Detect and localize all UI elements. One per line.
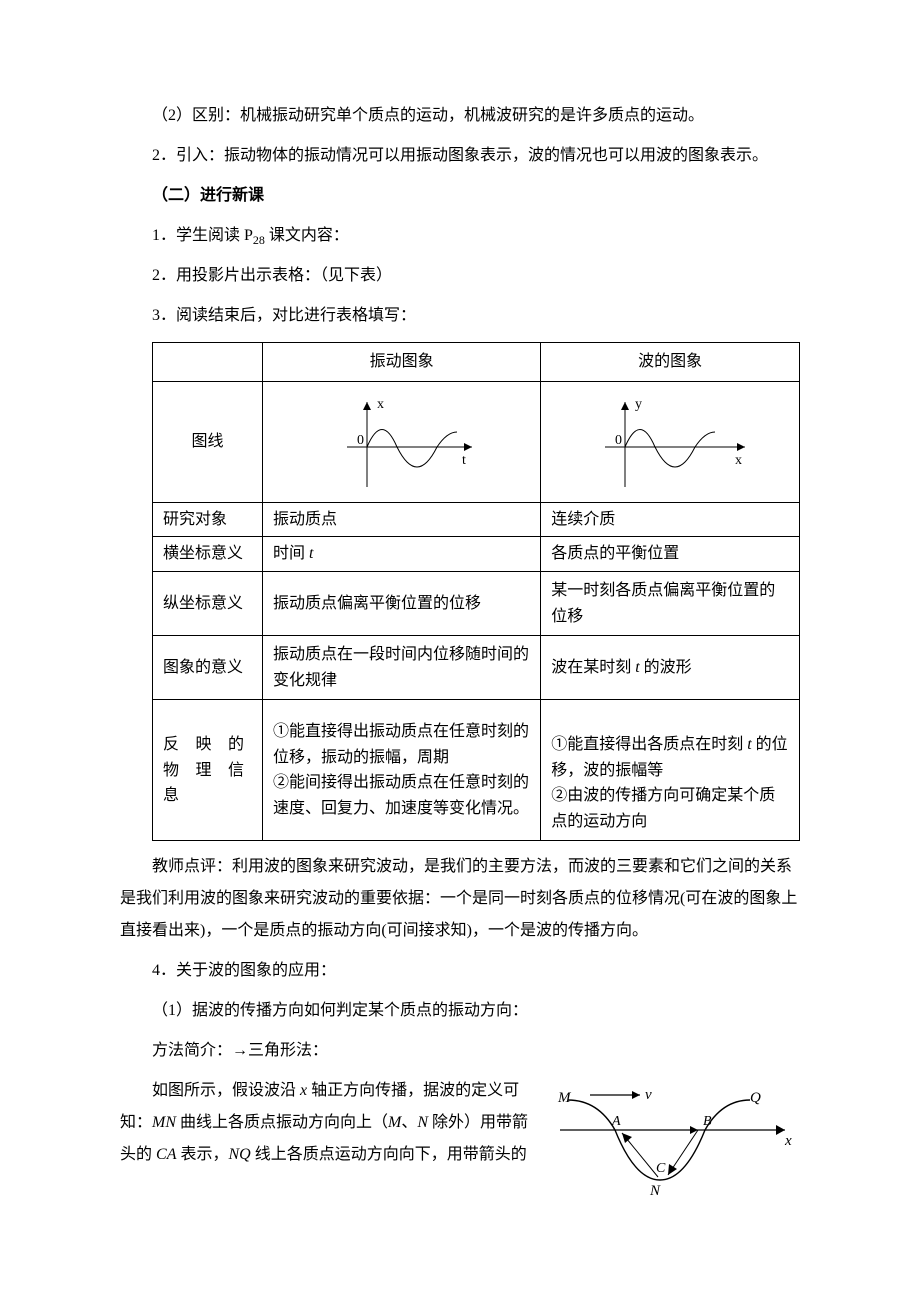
- fig-N-label: N: [649, 1183, 661, 1199]
- p9mn: MN: [152, 1114, 176, 1131]
- fig-B-label: B: [703, 1114, 712, 1129]
- para-read: 1．学生阅读 P28 课文内容：: [120, 220, 800, 252]
- cell-wave-graph: y 0 x: [541, 381, 800, 502]
- p9c: 曲线上各质点振动方向向上（: [176, 1114, 388, 1131]
- r5c3-post: 的波形: [640, 659, 692, 676]
- fig-A-label: A: [611, 1114, 621, 1129]
- para-figure-desc: 如图所示，假设波沿 x 轴正方向传播，据波的定义可知：MN 曲线上各质点振动方向…: [120, 1075, 540, 1171]
- p9a: 如图所示，假设波沿: [152, 1082, 300, 1099]
- para-sub1: （1）据波的传播方向如何判定某个质点的振动方向：: [120, 995, 800, 1027]
- para-projector: 2．用投影片出示表格：（见下表）: [120, 260, 800, 292]
- label-info: 反映的物理信息: [153, 700, 263, 841]
- fig-x-label: x: [784, 1133, 792, 1149]
- axis-label-x: x: [377, 397, 384, 412]
- para-distinction: （2）区别：机械振动研究单个质点的运动，机械波研究的是许多质点的运动。: [120, 100, 800, 132]
- wave-direction-figure: x v M Q N A B C: [550, 1075, 800, 1212]
- p9ca: CA: [156, 1146, 176, 1163]
- cell-subject-vib: 振动质点: [262, 502, 540, 537]
- cell-xaxis-vib: 时间 t: [262, 537, 540, 572]
- table-row-meaning: 图象的意义 振动质点在一段时间内位移随时间的变化规律 波在某时刻 t 的波形: [153, 636, 800, 700]
- para-application: 4．关于波的图象的应用：: [120, 955, 800, 987]
- p9d: 、: [401, 1114, 417, 1131]
- wave-graph-svg: y 0 x: [585, 392, 755, 492]
- figure-with-text: 如图所示，假设波沿 x 轴正方向传播，据波的定义可知：MN 曲线上各质点振动方向…: [120, 1075, 800, 1212]
- table-header-row: 振动图象 波的图象: [153, 343, 800, 382]
- origin-label-2: 0: [615, 433, 622, 448]
- fig-Q-label: Q: [750, 1090, 761, 1106]
- p9m: M: [388, 1114, 401, 1131]
- label-xaxis: 横坐标意义: [153, 537, 263, 572]
- th-blank: [153, 343, 263, 382]
- p3-post: 课文内容：: [265, 227, 349, 244]
- table-row-yaxis: 纵坐标意义 振动质点偏离平衡位置的位移 某一时刻各质点偏离平衡位置的位移: [153, 571, 800, 635]
- cell-vibration-graph: x 0 t: [262, 381, 540, 502]
- figure-text: 如图所示，假设波沿 x 轴正方向传播，据波的定义可知：MN 曲线上各质点振动方向…: [120, 1075, 540, 1179]
- cell-info-wave: ①能直接得出各质点在时刻 t 的位移，波的振幅等 ②由波的传播方向可确定某个质点…: [541, 700, 800, 841]
- table-row-subject: 研究对象 振动质点 连续介质: [153, 502, 800, 537]
- para-fill-table: 3．阅读结束后，对比进行表格填写：: [120, 300, 800, 332]
- cell-info-vib: ①能直接得出振动质点在任意时刻的位移，振动的振幅，周期 ②能间接得出振动质点在任…: [262, 700, 540, 841]
- cell-xaxis-wave: 各质点的平衡位置: [541, 537, 800, 572]
- fig-C-label: C: [656, 1161, 666, 1176]
- wave-figure-svg: x v M Q N A B C: [550, 1080, 800, 1200]
- cell-meaning-wave: 波在某时刻 t 的波形: [541, 636, 800, 700]
- vibration-graph-svg: x 0 t: [317, 392, 487, 492]
- r5c3-pre: 波在某时刻: [551, 659, 635, 676]
- p9f: 表示，: [176, 1146, 228, 1163]
- table-row-graph: 图线 x 0 t y 0 x: [153, 381, 800, 502]
- table-row-info: 反映的物理信息 ①能直接得出振动质点在任意时刻的位移，振动的振幅，周期 ②能间接…: [153, 700, 800, 841]
- cell-yaxis-vib: 振动质点偏离平衡位置的位移: [262, 571, 540, 635]
- cell-meaning-vib: 振动质点在一段时间内位移随时间的变化规律: [262, 636, 540, 700]
- axis-label-x2: x: [735, 453, 742, 468]
- p3-pre: 1．学生阅读 P: [152, 227, 253, 244]
- cell-yaxis-wave: 某一时刻各质点偏离平衡位置的位移: [541, 571, 800, 635]
- th-vibration: 振动图象: [262, 343, 540, 382]
- cell-subject-wave: 连续介质: [541, 502, 800, 537]
- fig-v-label: v: [645, 1087, 652, 1103]
- origin-label: 0: [357, 433, 364, 448]
- label-yaxis: 纵坐标意义: [153, 571, 263, 635]
- r3c2-t: t: [309, 545, 313, 562]
- axis-label-y: y: [635, 397, 642, 412]
- teacher-commentary: 教师点评：利用波的图象来研究波动，是我们的主要方法，而波的三要素和它们之间的关系…: [120, 851, 800, 947]
- section-heading: （二）进行新课: [120, 180, 800, 212]
- comparison-table: 振动图象 波的图象 图线 x 0 t y: [152, 342, 800, 841]
- para-method: 方法简介：→三角形法：: [120, 1035, 800, 1067]
- p9nq: NQ: [228, 1146, 250, 1163]
- label-graph: 图线: [153, 381, 263, 502]
- fig-M-label: M: [557, 1090, 572, 1106]
- p9n: N: [417, 1114, 428, 1131]
- label-subject: 研究对象: [153, 502, 263, 537]
- table-row-xaxis: 横坐标意义 时间 t 各质点的平衡位置: [153, 537, 800, 572]
- th-wave: 波的图象: [541, 343, 800, 382]
- p9g: 线上各质点运动方向向下，用带箭头的: [251, 1146, 527, 1163]
- r3c2-pre: 时间: [273, 545, 309, 562]
- para-intro: 2．引入：振动物体的振动情况可以用振动图象表示，波的情况也可以用波的图象表示。: [120, 140, 800, 172]
- label-meaning: 图象的意义: [153, 636, 263, 700]
- axis-label-t: t: [462, 453, 466, 468]
- p3-sub: 28: [253, 233, 265, 247]
- r6c3-a: ①能直接得出各质点在时刻: [551, 736, 747, 753]
